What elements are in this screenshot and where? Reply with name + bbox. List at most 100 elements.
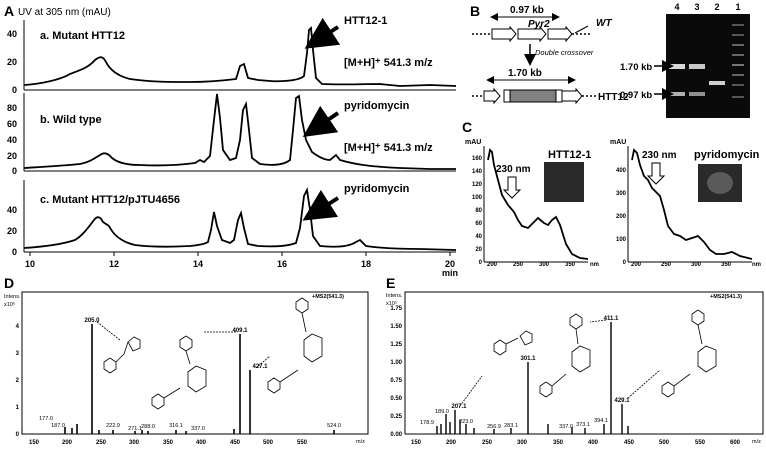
ms-e-xtick: 600 <box>730 440 741 446</box>
uv-left-x-unit: nm <box>590 262 599 268</box>
panel-a-xtick: 10 <box>25 259 35 269</box>
fragment-structure-429 <box>627 309 717 399</box>
panel-b: B 0.97 kb Pyr2 WT Double crossover 1.70 … <box>470 2 750 118</box>
panel-a-letter: A <box>4 3 14 19</box>
ms-e-xtick: 250 <box>482 440 493 446</box>
ms-d-xtick: 250 <box>96 440 107 446</box>
ms-peak-label: 394.1 <box>594 418 608 424</box>
ms-peak-label: 337.0 <box>559 424 573 430</box>
ms-peak-label: 524.0 <box>327 423 341 429</box>
ms-peak-label: 271.1 <box>128 426 142 432</box>
gel-image: 4 3 2 1 1.70 kb 0.97 kb <box>620 2 750 118</box>
ms-e-peaks <box>436 322 629 434</box>
panel-d: D Intens. x10⁶ +MS2(541.3) 0 1 2 3 4 <box>4 275 369 446</box>
ms-peak-label: 178.9 <box>420 420 434 426</box>
uv-left-xtick: 300 <box>539 262 550 268</box>
panel-e-y-exp: x10⁵ <box>386 300 397 307</box>
ms-e-xtick: 300 <box>517 440 528 446</box>
fragment-structure-427 <box>255 297 323 394</box>
ms-e-xtick: 450 <box>624 440 635 446</box>
ms-e-xtick: 150 <box>411 440 422 446</box>
ms-d-x-unit: m/z <box>356 439 365 445</box>
panel-e-y-title: Intens. <box>386 293 403 299</box>
panel-a-x-unit: min <box>442 268 458 278</box>
gel-marker-label: 0.97 kb <box>620 90 652 101</box>
ms-peak-label: 189.0 <box>435 409 449 415</box>
trace-a: 0 20 40 a. Mutant HTT12 HTT12-1 [M+H]⁺ 5… <box>7 15 457 95</box>
trace-b-peak-label: pyridomycin <box>344 100 410 112</box>
gel-band <box>669 64 685 69</box>
gel-band <box>709 81 725 85</box>
gel-lane-label: 2 <box>714 2 719 12</box>
gel-marker-label: 1.70 kb <box>620 62 652 73</box>
ladder-band <box>732 24 744 26</box>
ms-d-ytick: 2 <box>16 378 20 384</box>
ms-e-ytick: 0.75 <box>390 378 402 384</box>
panel-e-y-ticks: 0.00 0.25 0.50 0.75 1.00 1.25 1.50 1.75 <box>390 306 402 438</box>
panel-a-x-ticks: 10 12 14 16 18 20 min <box>25 252 458 278</box>
ms-d-xtick: 150 <box>29 440 40 446</box>
uv-right-arrow <box>646 162 666 185</box>
uv-right-xtick: 350 <box>721 262 732 268</box>
wt-gene-arrow-3 <box>547 25 573 43</box>
ms-d-xtick: 300 <box>129 440 140 446</box>
ms-peak-label: 337.0 <box>191 426 205 432</box>
trace-b-ytick: 0 <box>12 166 17 176</box>
ms-d-xtick: 200 <box>62 440 73 446</box>
ms-d-x-ticks: 150 200 250 300 350 400 450 500 550 m/z <box>29 439 365 446</box>
uv-right-ytick: 200 <box>616 214 627 220</box>
gel-lane-label: 3 <box>694 2 699 12</box>
panel-a-xtick: 20 <box>445 259 455 269</box>
panel-a: A UV at 305 nm (mAU) 0 20 40 a. Mutant H… <box>4 3 458 278</box>
ms-e-peak-labels: 411.1 301.1 429.1 178.9 189.0 207.1 223.… <box>420 316 630 430</box>
gel-band <box>689 92 705 96</box>
ms-peak-label: 223.0 <box>459 419 473 425</box>
panel-d-y-exp: x10⁶ <box>4 301 15 308</box>
uv-right-inset-label: pyridomycin <box>694 149 760 161</box>
uv-left-ytick: 100 <box>472 195 483 201</box>
uv-left-ytick: 40 <box>475 234 482 240</box>
ms-peak-label: 288.0 <box>141 424 155 430</box>
panel-a-xtick: 16 <box>277 259 287 269</box>
ms-e-xtick: 500 <box>659 440 670 446</box>
ms-d-ytick: 4 <box>16 324 20 330</box>
panel-a-xtick: 18 <box>361 259 371 269</box>
panel-b-letter: B <box>470 3 480 19</box>
ms-e-ytick: 1.75 <box>390 306 402 312</box>
mut-size-label: 1.70 kb <box>508 68 542 79</box>
wt-gene-arrow-1 <box>491 25 517 43</box>
uv-right-ytick: 400 <box>616 168 627 174</box>
ms-peak-label: 207.1 <box>451 404 467 410</box>
trace-c-line <box>23 187 457 251</box>
ms-d-peak-labels: 205.0 409.1 427.1 177.0 187.0 222.9 271.… <box>39 318 341 432</box>
ms-d-ytick: 0 <box>16 432 20 438</box>
wt-gene-arrow-pyr2 <box>517 25 547 43</box>
uv-spectrum-pyridomycin: mAU 0 100 200 300 400 200 250 300 350 nm… <box>610 139 761 268</box>
frt-left <box>503 89 511 103</box>
uv-left-ytick: 80 <box>475 208 482 214</box>
tlc-inset-htt12-1 <box>544 162 584 202</box>
ms-d-ytick: 1 <box>16 405 20 411</box>
panel-d-y-ticks: 0 1 2 3 4 <box>16 324 20 438</box>
ms-peak-label: 177.0 <box>39 416 53 422</box>
uv-right-ytick: 300 <box>616 191 627 197</box>
trace-b-ytick: 20 <box>7 151 17 161</box>
trace-a-mass-label: [M+H]⁺ 541.3 m/z <box>344 57 433 69</box>
mut-label: HTT12 <box>598 92 629 103</box>
uv-left-ytick: 140 <box>472 169 483 175</box>
panel-a-xtick: 14 <box>193 259 203 269</box>
ms-peak-label: 283.1 <box>504 423 518 429</box>
panel-d-frame <box>21 291 369 435</box>
crossover-label: Double crossover <box>535 48 594 57</box>
ms-d-peaks <box>64 324 335 434</box>
wt-label: WT <box>596 18 612 29</box>
trace-c-arrow <box>302 189 340 221</box>
ms-d-xtick: 500 <box>263 440 274 446</box>
ms-e-ytick: 1.50 <box>390 324 402 330</box>
trace-a-ytick: 20 <box>7 57 17 67</box>
fragment-structure-205 <box>96 321 141 374</box>
trace-a-ytick: 40 <box>7 29 17 39</box>
fragment-structure-411 <box>539 313 607 398</box>
uv-left-arrow <box>502 176 522 199</box>
